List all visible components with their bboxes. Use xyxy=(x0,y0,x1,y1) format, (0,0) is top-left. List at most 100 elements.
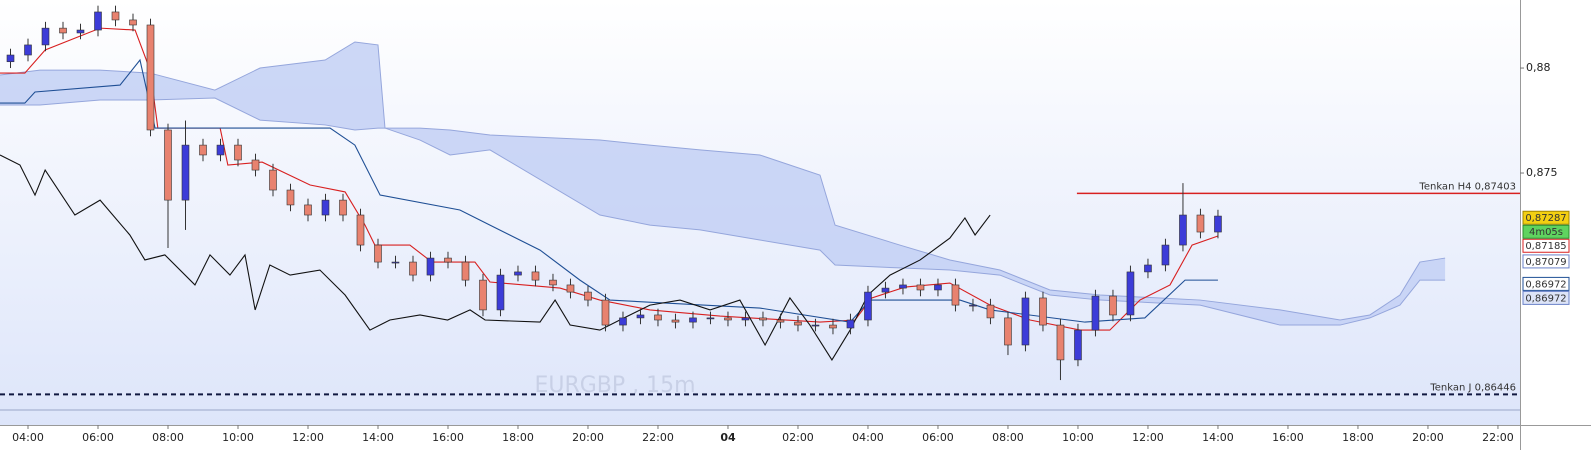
candle-body xyxy=(41,27,50,46)
level-label: Tenkan J 0,86446 xyxy=(1429,382,1516,393)
candle-body xyxy=(479,279,487,311)
candle-body xyxy=(514,271,522,276)
x-tick-label: 06:00 xyxy=(922,431,954,444)
x-tick-label: 18:00 xyxy=(1342,431,1374,444)
candle-body xyxy=(881,287,890,293)
candle-body xyxy=(951,284,960,306)
x-tick-label: 16:00 xyxy=(432,431,464,444)
candle-body xyxy=(969,304,977,307)
x-tick-label: 10:00 xyxy=(1062,431,1094,444)
candle-body xyxy=(234,144,242,161)
x-tick-label: 10:00 xyxy=(222,431,254,444)
x-tick-label: 04:00 xyxy=(852,431,884,444)
candle-body xyxy=(671,319,680,323)
candle-body xyxy=(199,144,207,156)
candle-body xyxy=(776,319,785,323)
candle-body xyxy=(1196,214,1205,233)
cloud-edge xyxy=(0,41,1446,321)
candle-body xyxy=(846,319,855,329)
y-tick-label: 0,875 xyxy=(1526,166,1558,179)
candle-body xyxy=(461,261,470,281)
price-label-box xyxy=(1522,290,1570,305)
candle-body xyxy=(6,54,15,63)
candle-body xyxy=(636,314,645,319)
candle-body xyxy=(1109,295,1117,316)
candle-body xyxy=(601,299,610,326)
candle-body xyxy=(934,284,942,291)
countdown: 4m05s xyxy=(1529,227,1563,238)
candle-body xyxy=(164,129,172,201)
price-label: 0,86972 xyxy=(1525,279,1566,290)
price-label: 0,87287 xyxy=(1525,213,1566,224)
candle-body xyxy=(59,27,67,34)
candle-body xyxy=(1039,297,1047,326)
candle-body xyxy=(1004,317,1012,346)
level-label: Tenkan H4 0,87403 xyxy=(1418,181,1516,192)
candle-body xyxy=(531,271,540,281)
x-tick-label: 20:00 xyxy=(1412,431,1444,444)
x-tick-label: 22:00 xyxy=(1482,431,1514,444)
candle-body xyxy=(1091,295,1100,331)
candle-body xyxy=(689,317,697,323)
candle-body xyxy=(1021,297,1030,346)
candle-body xyxy=(181,144,190,201)
plot xyxy=(0,5,1520,396)
price-label: 0,86972 xyxy=(1525,293,1566,304)
y-tick-label: 0,88 xyxy=(1526,61,1551,74)
candle-body xyxy=(566,284,575,293)
candle-body xyxy=(356,214,365,246)
countdown-box xyxy=(1522,224,1570,239)
candle-body xyxy=(426,257,435,276)
candle-body xyxy=(146,24,155,131)
price-label-box xyxy=(1522,210,1570,225)
candle-body xyxy=(1161,244,1170,266)
x-tick-label: 02:00 xyxy=(782,431,814,444)
candle-body xyxy=(339,199,347,216)
candle-body xyxy=(1056,324,1065,361)
x-tick-label: 12:00 xyxy=(292,431,324,444)
candle-body xyxy=(94,11,102,31)
candle-body xyxy=(741,317,750,321)
candle-body xyxy=(444,257,452,263)
candle-body xyxy=(391,261,400,264)
candle-body xyxy=(321,199,330,216)
candle-body xyxy=(251,159,260,171)
candle-body xyxy=(724,317,732,321)
candle-body xyxy=(654,314,662,321)
candle-body xyxy=(619,317,627,326)
x-tick-label: 22:00 xyxy=(642,431,674,444)
x-tick-label: 06:00 xyxy=(82,431,114,444)
candle-body xyxy=(374,244,382,263)
candle-body xyxy=(216,144,225,156)
x-tick-label: 12:00 xyxy=(1132,431,1164,444)
candle-body xyxy=(1074,329,1082,361)
price-label-box xyxy=(1522,238,1570,253)
candle-body xyxy=(759,317,767,321)
x-tick-label: 20:00 xyxy=(572,431,604,444)
candle-body xyxy=(129,19,137,26)
candle-body xyxy=(549,279,557,286)
price-label: 0,87079 xyxy=(1525,257,1566,268)
candle-body xyxy=(1126,271,1135,316)
x-tick-label: 04 xyxy=(720,431,736,444)
candle-body xyxy=(286,189,295,206)
candle-body xyxy=(916,284,925,291)
candle-body xyxy=(584,291,592,301)
cloud-fill xyxy=(0,41,1446,326)
candle-body xyxy=(111,11,120,21)
x-tick-label: 14:00 xyxy=(1202,431,1234,444)
candle-body xyxy=(899,284,907,289)
x-tick-label: 16:00 xyxy=(1272,431,1304,444)
x-tick-label: 18:00 xyxy=(502,431,534,444)
price-label-box xyxy=(1522,254,1570,269)
indicator-line xyxy=(0,154,991,361)
candle-body xyxy=(1144,264,1152,273)
candle-body xyxy=(864,291,872,321)
candle-body xyxy=(76,29,85,34)
candle-body xyxy=(409,261,417,276)
price-label-box xyxy=(1522,276,1570,291)
price-label: 0,87185 xyxy=(1525,241,1566,252)
candle-body xyxy=(1214,215,1222,233)
candle-body xyxy=(706,317,715,320)
